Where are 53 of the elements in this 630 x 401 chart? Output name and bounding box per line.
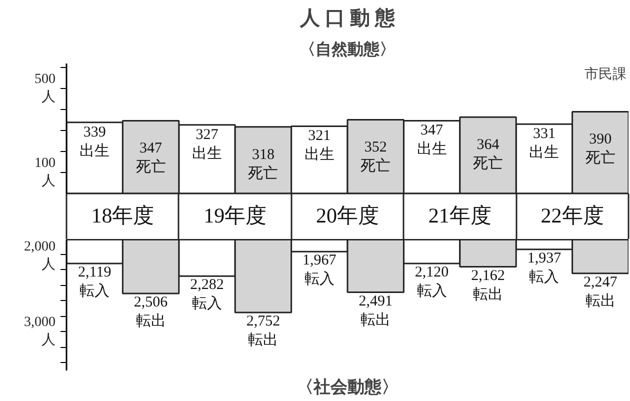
x-tick-label: 21年度 — [428, 204, 492, 228]
data-label: 347 — [420, 122, 444, 139]
data-label: 352 — [364, 140, 387, 156]
data-label: 1,937 — [527, 250, 562, 266]
data-label: 339 — [83, 124, 106, 140]
text: 転出 — [585, 293, 616, 310]
x-tick-label: 22年度 — [540, 204, 604, 228]
text: 出生 — [80, 143, 110, 160]
data-label: 2,247 — [584, 274, 618, 290]
annotation: 市民課 — [584, 66, 626, 82]
data-label: 2,282 — [190, 277, 224, 294]
y-tick-label: 100 人 — [34, 156, 56, 190]
data-label: 390 — [589, 132, 612, 148]
y-tick-label: 500 人 — [34, 72, 56, 106]
y-tick-label: 2,000 人 — [24, 240, 56, 272]
text: 死亡 — [136, 160, 166, 176]
chart-title: 人 口 動 態 — [299, 6, 396, 30]
text: 死亡 — [585, 150, 616, 167]
chart-subtitle: 〈自然動態〉 — [300, 40, 396, 58]
text: 出生 — [304, 147, 334, 164]
data-label: 321 — [308, 128, 331, 144]
text: 死亡 — [473, 156, 503, 172]
x-tick-label: 19年度 — [204, 204, 267, 228]
data-label: 347 — [140, 140, 163, 157]
text: 出生 — [192, 146, 222, 162]
x-tick-label: 18年度 — [91, 204, 154, 228]
text: 転入 — [304, 272, 334, 288]
x-tick-label: 20年度 — [316, 204, 379, 228]
text: 〈社会動態〉 — [296, 378, 398, 396]
data-label: 2,506 — [134, 294, 168, 310]
data-label: 2,119 — [78, 264, 112, 280]
data-label: 2,162 — [471, 268, 505, 284]
data-label: 2,752 — [246, 314, 280, 330]
data-label: 364 — [476, 137, 500, 154]
text: 転出 — [360, 312, 391, 328]
text: 死亡 — [360, 158, 391, 175]
text: 転入 — [192, 296, 222, 312]
series-label: 死亡 — [248, 164, 278, 182]
data-label: 2,491 — [358, 293, 392, 310]
text: 転出 — [473, 286, 503, 303]
text: 出生 — [416, 142, 447, 158]
series-label: 転出 — [136, 312, 166, 330]
y-tick-label: 3,000 人 — [24, 315, 56, 348]
data-label: 2,120 — [414, 264, 449, 281]
series-label: 出生 — [529, 144, 560, 162]
data-label: 318 — [252, 146, 274, 163]
text: 転入 — [529, 269, 560, 286]
series-label: 転入 — [80, 282, 110, 300]
text: 転入 — [416, 284, 447, 300]
data-label: 1,967 — [302, 252, 337, 269]
data-label: 327 — [196, 126, 219, 143]
data-label: 331 — [532, 126, 556, 142]
text: 転出 — [248, 332, 278, 349]
